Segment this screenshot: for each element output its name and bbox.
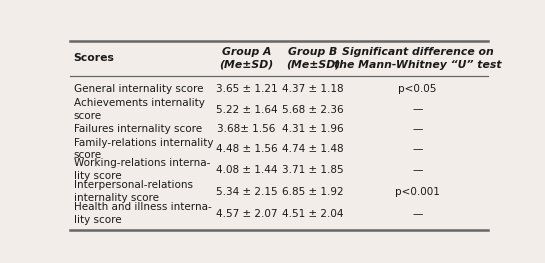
Text: —: — bbox=[413, 144, 423, 154]
Text: —: — bbox=[413, 104, 423, 114]
Text: 4.48 ± 1.56: 4.48 ± 1.56 bbox=[216, 144, 277, 154]
Text: p<0.001: p<0.001 bbox=[395, 186, 440, 196]
Text: 5.68 ± 2.36: 5.68 ± 2.36 bbox=[282, 104, 344, 114]
Text: Group B
(Me±SD): Group B (Me±SD) bbox=[286, 47, 340, 70]
Text: General internality score: General internality score bbox=[74, 84, 203, 94]
Text: 4.74 ± 1.48: 4.74 ± 1.48 bbox=[282, 144, 344, 154]
Text: 3.65 ± 1.21: 3.65 ± 1.21 bbox=[216, 84, 277, 94]
Text: p<0.05: p<0.05 bbox=[398, 84, 437, 94]
Text: Health and illness interna-
lity score: Health and illness interna- lity score bbox=[74, 203, 211, 225]
Text: —: — bbox=[413, 209, 423, 219]
Text: 4.08 ± 1.44: 4.08 ± 1.44 bbox=[216, 165, 277, 175]
Text: —: — bbox=[413, 165, 423, 175]
Text: Scores: Scores bbox=[74, 53, 114, 63]
Text: Interpersonal-relations
internality score: Interpersonal-relations internality scor… bbox=[74, 180, 192, 203]
Text: 6.85 ± 1.92: 6.85 ± 1.92 bbox=[282, 186, 344, 196]
Text: Achievements internality
score: Achievements internality score bbox=[74, 98, 204, 121]
Text: Working-relations interna-
lity score: Working-relations interna- lity score bbox=[74, 158, 210, 181]
Text: 4.57 ± 2.07: 4.57 ± 2.07 bbox=[216, 209, 277, 219]
Text: 3.71 ± 1.85: 3.71 ± 1.85 bbox=[282, 165, 344, 175]
Text: Group A
(Me±SD): Group A (Me±SD) bbox=[220, 47, 274, 70]
Text: 4.37 ± 1.18: 4.37 ± 1.18 bbox=[282, 84, 344, 94]
Text: Significant difference on
the Mann-Whitney “U” test: Significant difference on the Mann-Whitn… bbox=[334, 47, 501, 70]
Text: 3.68± 1.56: 3.68± 1.56 bbox=[217, 124, 276, 134]
Text: Family-relations internality
score: Family-relations internality score bbox=[74, 138, 213, 160]
Text: 5.34 ± 2.15: 5.34 ± 2.15 bbox=[216, 186, 277, 196]
Text: 5.22 ± 1.64: 5.22 ± 1.64 bbox=[216, 104, 277, 114]
Text: 4.31 ± 1.96: 4.31 ± 1.96 bbox=[282, 124, 344, 134]
Text: —: — bbox=[413, 124, 423, 134]
Text: Failures internality score: Failures internality score bbox=[74, 124, 202, 134]
Text: 4.51 ± 2.04: 4.51 ± 2.04 bbox=[282, 209, 344, 219]
